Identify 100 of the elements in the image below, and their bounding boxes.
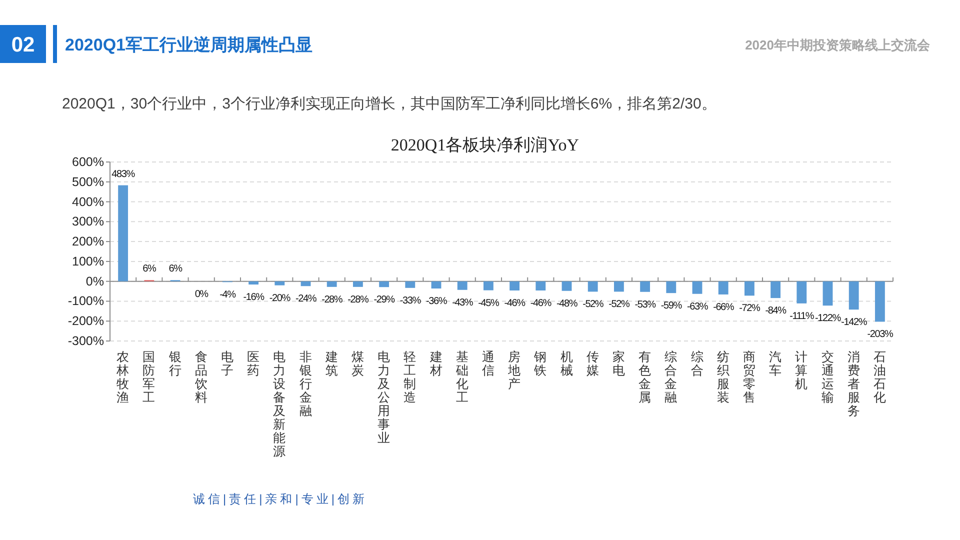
data-label: -28% — [348, 294, 370, 306]
data-label: -46% — [504, 298, 526, 309]
y-tick-label: 300% — [72, 214, 104, 229]
data-label: -33% — [400, 295, 422, 306]
chart-subtitle: 2020Q1，30个行业中，3个行业净利实现正向增长，其中国防军工净利同比增长6%，排名第2/30。 — [62, 96, 716, 112]
data-label: -52% — [608, 299, 630, 310]
bar — [822, 281, 833, 306]
bar — [536, 281, 546, 290]
x-tick-label: 建材 — [428, 350, 443, 378]
bar — [692, 281, 702, 294]
bar — [118, 185, 128, 282]
data-label: -24% — [295, 294, 317, 305]
bar — [352, 281, 363, 287]
data-label: -142% — [841, 317, 868, 328]
x-tick-label: 通信 — [482, 350, 495, 378]
x-tick-label: 商贸零售 — [742, 350, 756, 404]
bar — [300, 281, 311, 286]
data-label: -43% — [452, 297, 474, 308]
bar — [457, 281, 468, 290]
y-tick-label: 100% — [72, 254, 104, 268]
y-tick-label: -300% — [68, 334, 104, 348]
text: 2020Q1军工行业逆周期属性凸显 — [65, 36, 312, 54]
data-label: -46% — [530, 298, 552, 309]
bar — [874, 281, 885, 322]
x-tick-label: 钢铁 — [533, 350, 548, 378]
x-tick-label: 电子 — [220, 350, 234, 378]
data-label: -84% — [765, 306, 787, 317]
x-tick-label: 煤炭 — [351, 350, 364, 378]
bar — [770, 281, 781, 298]
bar — [614, 281, 624, 292]
x-tick-label: 银行 — [168, 350, 182, 378]
bar — [744, 281, 754, 296]
x-tick-label: 房地产 — [507, 349, 522, 391]
bar — [666, 281, 676, 294]
x-tick-label: 国防军工 — [142, 350, 156, 404]
y-tick-label: 400% — [72, 194, 104, 209]
x-tick-label: 综合 — [690, 350, 704, 378]
bar — [274, 281, 285, 286]
x-tick-label: 基础化工 — [454, 350, 469, 404]
bar — [483, 281, 494, 290]
x-tick-label: 医药 — [247, 350, 260, 378]
text: 02 — [11, 34, 35, 56]
data-label: -29% — [374, 294, 396, 306]
y-tick-label: 200% — [72, 234, 104, 249]
data-label: -28% — [322, 294, 343, 306]
bar — [640, 281, 650, 292]
bar — [848, 281, 859, 310]
bar — [405, 281, 416, 288]
y-tick-label: -200% — [68, 314, 104, 328]
x-tick-label: 汽车 — [769, 350, 782, 378]
x-tick-label: 传媒 — [586, 350, 600, 378]
data-label: -52% — [582, 299, 604, 310]
bar — [562, 281, 572, 291]
x-tick-label: 轻工制造 — [404, 350, 417, 404]
x-tick-label: 家电 — [612, 349, 626, 378]
x-tick-label: 机械 — [560, 350, 574, 378]
text: 2020年中期投资策略线上交流会 — [745, 38, 931, 52]
data-label: -36% — [426, 296, 448, 307]
x-tick-label: 交通运输 — [821, 349, 834, 404]
bar — [510, 281, 520, 290]
x-tick-label: 计算机 — [795, 350, 808, 391]
bar — [718, 281, 728, 294]
y-tick-label: -100% — [68, 294, 104, 308]
y-tick-label: 0% — [86, 274, 104, 288]
data-label: -66% — [713, 302, 734, 313]
data-label: 6% — [142, 264, 156, 275]
data-label: -45% — [478, 298, 500, 309]
bar — [431, 281, 442, 288]
y-tick-label: 600% — [72, 155, 104, 169]
y-tick-label: 500% — [72, 174, 104, 189]
x-tick-label: 电力及公用事业 — [378, 350, 391, 445]
data-label: 0% — [194, 288, 209, 300]
data-label: -48% — [556, 298, 578, 310]
data-label: 483% — [112, 168, 136, 180]
data-label: -72% — [739, 303, 761, 314]
data-label: -4% — [220, 290, 236, 301]
x-tick-label: 纺织服装 — [716, 350, 730, 404]
x-tick-label: 石油石化 — [873, 350, 886, 404]
data-label: -53% — [634, 299, 656, 310]
x-tick-label: 食品饮料 — [194, 350, 208, 404]
data-label: -63% — [686, 301, 708, 312]
x-tick-label: 非银行金融 — [298, 350, 312, 418]
data-label: -20% — [269, 292, 291, 304]
data-label: -203% — [867, 329, 894, 340]
bar — [379, 281, 390, 288]
x-tick-label: 建筑 — [324, 350, 338, 378]
x-tick-label: 有色金属 — [638, 350, 652, 404]
chart-title: 2020Q1各板块净利润YoY — [390, 136, 580, 154]
data-label: -122% — [815, 313, 842, 324]
text: 诚信|责任|亲和|专业|创新 — [193, 492, 368, 506]
x-tick-label: 电力设备及新能源 — [273, 350, 286, 458]
data-label: -59% — [660, 300, 682, 312]
data-label: -111% — [790, 310, 814, 322]
bar — [326, 281, 337, 287]
data-label: -16% — [243, 292, 265, 304]
x-tick-label: 综合金融 — [664, 350, 678, 404]
bar — [588, 281, 598, 292]
bar — [248, 281, 259, 285]
bar — [796, 281, 807, 304]
x-tick-label: 农林牧渔 — [116, 350, 130, 404]
